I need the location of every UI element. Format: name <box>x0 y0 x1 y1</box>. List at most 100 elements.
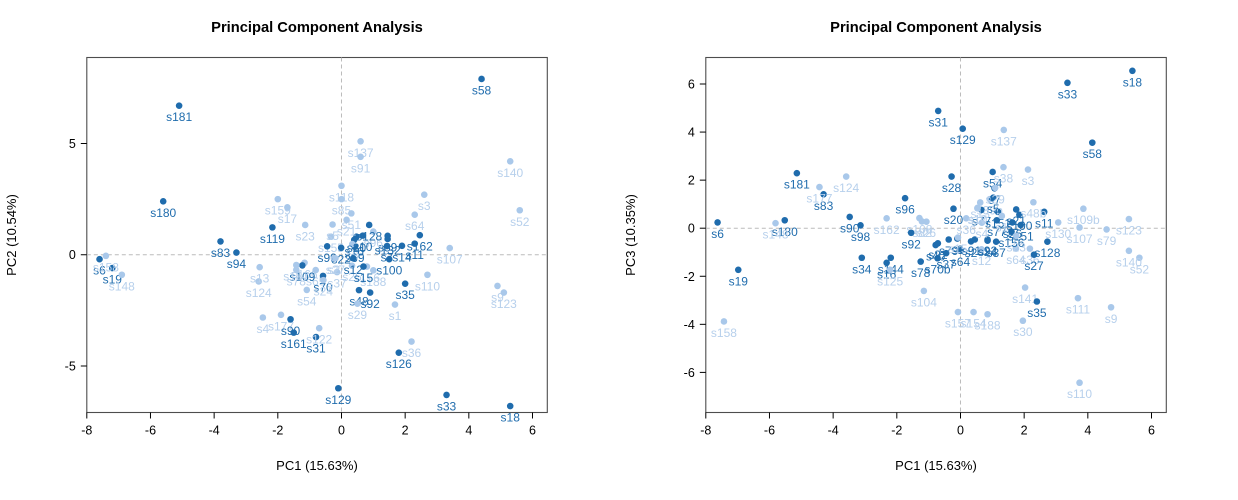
svg-text:-8: -8 <box>700 424 711 438</box>
svg-text:s94: s94 <box>227 257 247 271</box>
svg-text:s181: s181 <box>166 110 192 124</box>
svg-text:s38: s38 <box>994 172 1014 186</box>
svg-text:-5: -5 <box>65 360 76 374</box>
svg-text:s18: s18 <box>501 411 521 425</box>
svg-text:-2: -2 <box>272 424 283 438</box>
svg-text:s17: s17 <box>968 213 988 227</box>
svg-text:s124: s124 <box>833 181 859 195</box>
svg-text:s30: s30 <box>1013 325 1033 339</box>
svg-text:s162: s162 <box>874 223 900 237</box>
svg-text:s19: s19 <box>729 274 749 288</box>
svg-text:s13: s13 <box>250 272 270 286</box>
svg-text:s52: s52 <box>510 215 530 229</box>
svg-text:s15: s15 <box>948 242 968 256</box>
svg-text:s27: s27 <box>326 263 346 277</box>
svg-text:s124: s124 <box>246 286 272 300</box>
svg-text:s40: s40 <box>926 250 946 264</box>
svg-text:0: 0 <box>957 424 964 438</box>
svg-text:s35: s35 <box>395 288 415 302</box>
svg-text:s158: s158 <box>93 260 119 274</box>
svg-text:0: 0 <box>69 248 76 262</box>
svg-text:s4: s4 <box>257 322 270 336</box>
svg-text:-8: -8 <box>81 424 92 438</box>
svg-text:s15: s15 <box>354 271 374 285</box>
svg-text:s64: s64 <box>405 219 425 233</box>
svg-text:s137: s137 <box>991 134 1017 148</box>
svg-text:s181: s181 <box>784 178 810 192</box>
svg-text:-4: -4 <box>684 318 695 332</box>
svg-text:s125: s125 <box>877 274 903 288</box>
svg-text:s141: s141 <box>1012 292 1038 306</box>
svg-text:-6: -6 <box>145 424 156 438</box>
svg-text:-4: -4 <box>828 424 839 438</box>
svg-text:s21: s21 <box>1007 214 1027 228</box>
svg-text:6: 6 <box>688 78 695 92</box>
svg-text:s28: s28 <box>942 181 962 195</box>
svg-text:s177: s177 <box>806 192 832 206</box>
svg-text:s98: s98 <box>851 230 871 244</box>
svg-text:s3: s3 <box>418 199 431 213</box>
svg-text:-6: -6 <box>684 366 695 380</box>
svg-text:s162: s162 <box>407 240 433 254</box>
svg-text:s31: s31 <box>929 115 949 129</box>
svg-text:s109b: s109b <box>1067 213 1100 227</box>
svg-text:s58: s58 <box>1083 147 1103 161</box>
svg-text:s21: s21 <box>337 224 357 238</box>
svg-text:s3: s3 <box>1022 174 1035 188</box>
svg-text:s85: s85 <box>332 204 352 218</box>
svg-text:s58: s58 <box>472 83 492 97</box>
svg-text:PC1 (15.63%): PC1 (15.63%) <box>276 458 358 473</box>
svg-text:s7: s7 <box>381 251 394 265</box>
svg-text:2: 2 <box>688 174 695 188</box>
svg-text:6: 6 <box>1148 424 1155 438</box>
svg-text:4: 4 <box>688 126 695 140</box>
svg-text:s123: s123 <box>1116 224 1142 238</box>
svg-text:s9: s9 <box>1105 312 1118 326</box>
svg-text:s129: s129 <box>325 393 351 407</box>
svg-text:s161: s161 <box>281 337 307 351</box>
svg-text:s23: s23 <box>296 229 316 243</box>
svg-text:s24: s24 <box>314 285 334 299</box>
svg-text:s35: s35 <box>1027 306 1047 320</box>
svg-text:s18: s18 <box>1123 75 1143 89</box>
svg-text:s111: s111 <box>1066 303 1091 317</box>
svg-text:s29: s29 <box>348 308 368 322</box>
svg-text:s129: s129 <box>950 133 976 147</box>
svg-text:Principal Component Analysis: Principal Component Analysis <box>211 20 423 36</box>
svg-text:-6: -6 <box>764 424 775 438</box>
svg-text:s29: s29 <box>986 192 1006 206</box>
svg-text:5: 5 <box>69 137 76 151</box>
svg-text:s90: s90 <box>281 324 301 338</box>
svg-text:s6: s6 <box>711 227 724 241</box>
svg-text:s104: s104 <box>911 295 937 309</box>
svg-text:s23: s23 <box>1007 240 1027 254</box>
svg-text:s17: s17 <box>278 212 298 226</box>
svg-text:PC1 (15.63%): PC1 (15.63%) <box>895 458 977 473</box>
svg-text:PC3 (10.35%): PC3 (10.35%) <box>623 194 638 276</box>
svg-text:s33: s33 <box>1058 87 1078 101</box>
svg-text:-2: -2 <box>891 424 902 438</box>
svg-text:6: 6 <box>529 424 536 438</box>
svg-text:s107: s107 <box>437 253 463 267</box>
svg-text:s20: s20 <box>944 213 964 227</box>
svg-text:s110: s110 <box>415 279 440 293</box>
svg-text:s78: s78 <box>911 266 931 280</box>
svg-text:s158: s158 <box>711 326 737 340</box>
svg-text:s1: s1 <box>389 309 402 323</box>
svg-text:s34: s34 <box>852 262 872 276</box>
svg-text:2: 2 <box>402 424 409 438</box>
svg-text:s119: s119 <box>260 232 285 246</box>
svg-text:s78: s78 <box>287 274 307 288</box>
svg-text:s180: s180 <box>150 206 176 220</box>
svg-text:s148: s148 <box>109 279 135 293</box>
svg-text:s96: s96 <box>895 203 915 217</box>
svg-text:0: 0 <box>688 222 695 236</box>
svg-text:4: 4 <box>465 424 472 438</box>
svg-text:s79: s79 <box>1097 234 1117 248</box>
svg-text:0: 0 <box>338 424 345 438</box>
svg-text:s27: s27 <box>1024 259 1044 273</box>
svg-text:s92: s92 <box>901 237 921 251</box>
svg-text:s91: s91 <box>351 161 371 175</box>
svg-text:s122: s122 <box>306 333 332 347</box>
svg-text:PC2 (10.54%): PC2 (10.54%) <box>4 194 19 276</box>
